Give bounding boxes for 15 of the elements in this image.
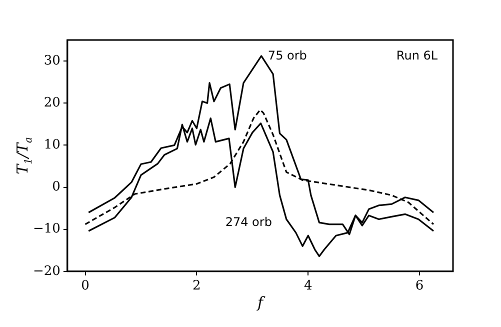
annotation: 75 orb xyxy=(268,48,307,62)
annotation: 274 orb xyxy=(225,214,272,229)
y-tick-label: 30 xyxy=(44,53,60,68)
y-axis-title: T1/Ta xyxy=(13,136,34,174)
y-tick-label: 0 xyxy=(52,180,60,195)
y-tick-label: −10 xyxy=(32,222,60,237)
y-tick-label: −20 xyxy=(32,264,60,279)
y-tick-label: 10 xyxy=(44,138,60,153)
x-axis-title: f xyxy=(256,293,266,312)
x-tick-label: 4 xyxy=(304,278,312,294)
y-tick-label: 20 xyxy=(44,95,60,110)
annotation: Run 6L xyxy=(396,48,438,62)
x-tick-label: 6 xyxy=(415,278,424,294)
x-tick-label: 2 xyxy=(192,278,201,294)
x-tick-label: 0 xyxy=(81,278,90,294)
